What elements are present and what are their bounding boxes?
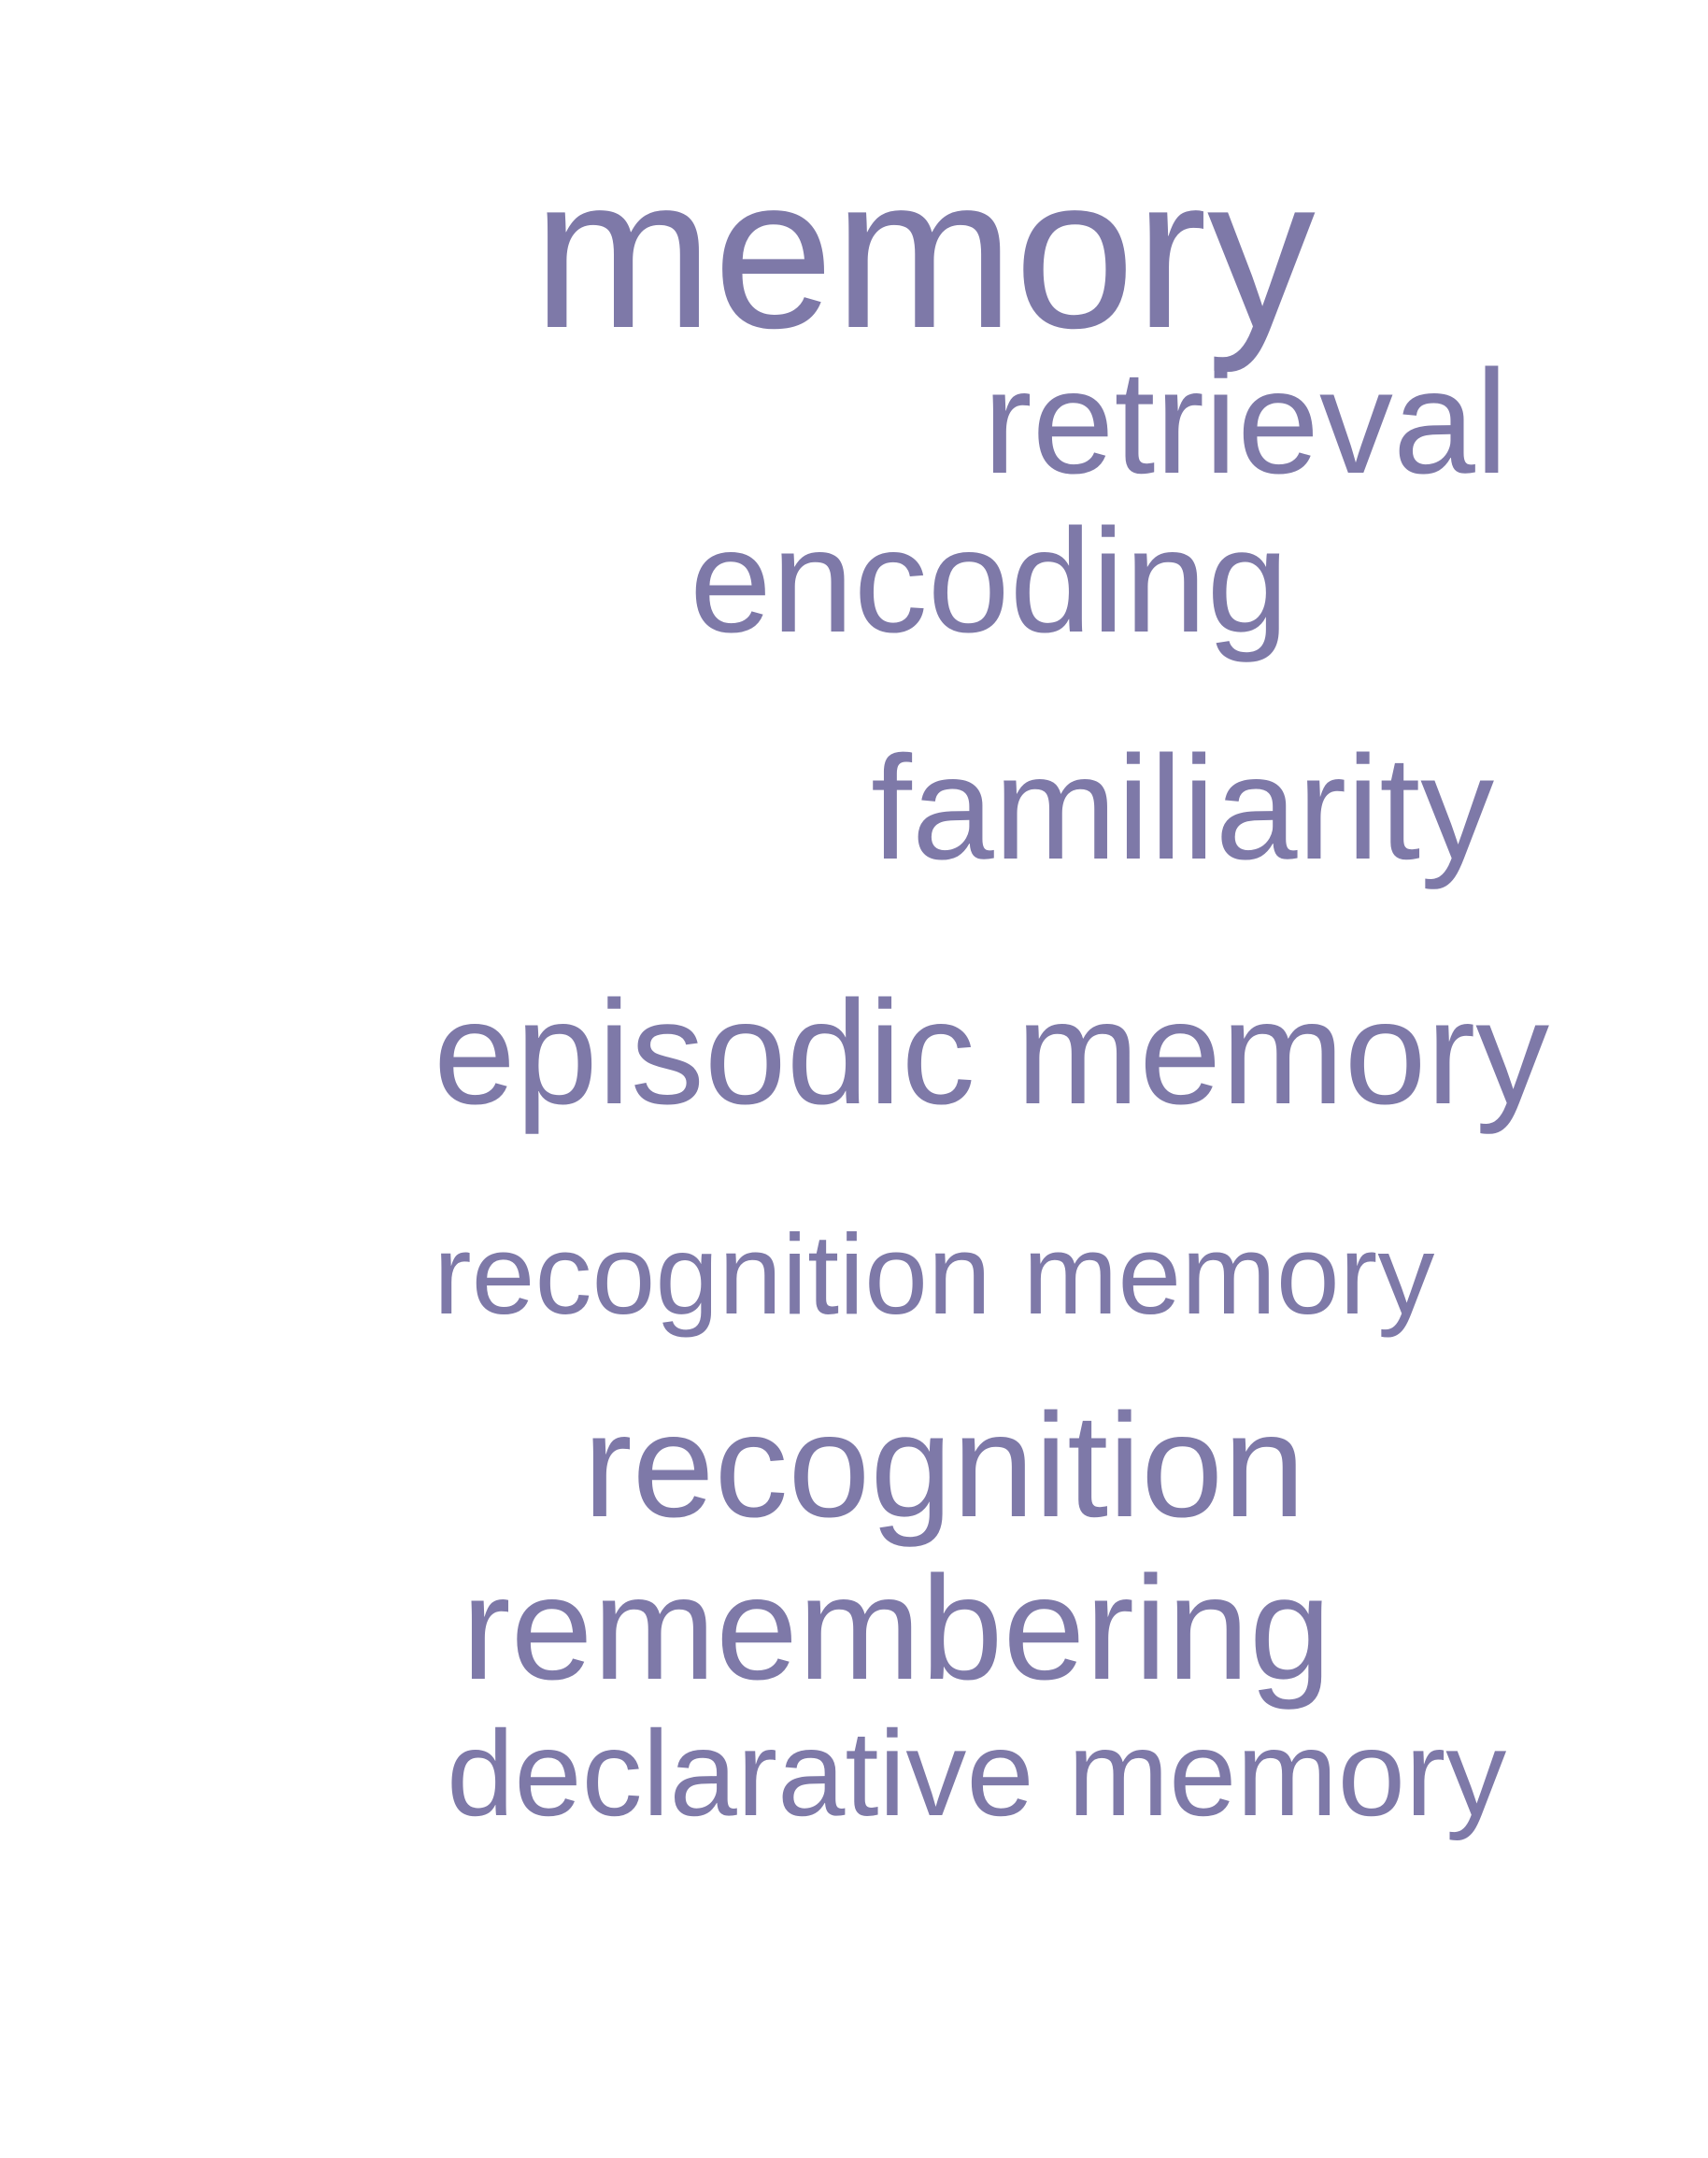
- word-familiarity: familiarity: [871, 726, 1495, 890]
- word-memory: memory: [533, 132, 1316, 374]
- word-retrieval: retrieval: [983, 340, 1508, 504]
- word-recognition: recognition: [583, 1384, 1305, 1548]
- word-remembering: remembering: [462, 1546, 1331, 1711]
- word-declarative-memory: declarative memory: [447, 1705, 1507, 1841]
- word-recognition-memory: recognition memory: [434, 1211, 1435, 1338]
- word-episodic-memory: episodic memory: [434, 971, 1550, 1135]
- word-encoding: encoding: [690, 499, 1289, 663]
